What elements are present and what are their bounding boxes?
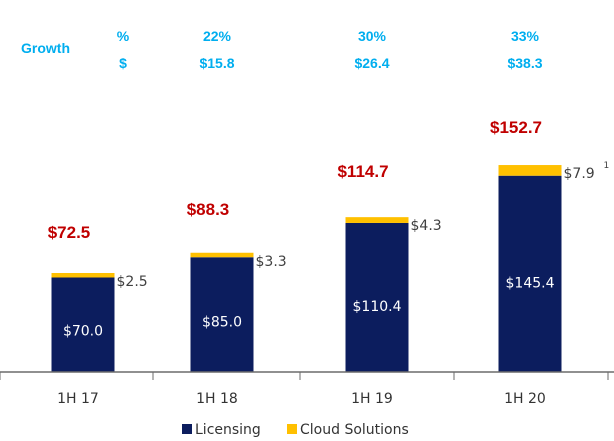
bar-licensing <box>498 175 562 372</box>
bar-licensing <box>51 277 115 372</box>
bar-licensing <box>345 222 409 372</box>
cloud-value-label: $3.3 <box>256 254 287 270</box>
licensing-value-label: $110.4 <box>353 299 402 315</box>
growth-dollar-value: $38.3 <box>507 55 542 71</box>
total-value-label: $88.3 <box>187 200 230 219</box>
labels-group: $70.0 $2.5 $72.5 $85.0 $3.3 $88.3 $110.4 $4.3 $1… <box>48 118 610 339</box>
x-axis-ticks: 1H 17 1H 18 1H 19 1H 20 <box>0 372 609 407</box>
x-tick-label: 1H 18 <box>196 391 238 407</box>
growth-header: Growth % $ 22% $15.8 30% $26.4 33% $38.3 <box>21 28 543 71</box>
growth-pct-value: 22% <box>203 28 232 44</box>
legend-swatch-cloud-solutions <box>287 424 297 434</box>
bar-cloud-solutions <box>345 217 409 223</box>
growth-pct-symbol: % <box>117 28 130 44</box>
bars-group <box>51 165 562 372</box>
growth-dollar-symbol: $ <box>119 55 127 71</box>
growth-pct-value: 30% <box>358 28 387 44</box>
bar-cloud-solutions <box>498 165 562 176</box>
licensing-value-label: $70.0 <box>63 323 103 339</box>
bar-cloud-solutions <box>51 273 115 278</box>
licensing-value-label: $145.4 <box>506 276 555 292</box>
x-tick-label: 1H 20 <box>504 391 546 407</box>
cloud-value-label: $4.3 <box>411 218 442 234</box>
total-value-label: $114.7 <box>337 162 388 181</box>
legend-label-cloud-solutions: Cloud Solutions <box>300 422 409 438</box>
legend-swatch-licensing <box>182 424 192 434</box>
x-tick-label: 1H 17 <box>57 391 99 407</box>
growth-title: Growth <box>21 40 70 56</box>
legend: Licensing Cloud Solutions <box>182 422 409 438</box>
bar-cloud-solutions <box>190 252 254 258</box>
cloud-value-label: $2.5 <box>117 274 148 290</box>
growth-dollar-value: $15.8 <box>199 55 234 71</box>
total-value-label: $72.5 <box>48 223 91 242</box>
legend-label-licensing: Licensing <box>195 422 261 438</box>
cloud-value-label: $7.9 <box>564 166 595 182</box>
growth-pct-value: 33% <box>511 28 540 44</box>
cloud-footnote-marker: 1 <box>604 161 610 171</box>
growth-dollar-value: $26.4 <box>354 55 389 71</box>
bar-licensing <box>190 257 254 372</box>
x-tick-label: 1H 19 <box>351 391 393 407</box>
licensing-value-label: $85.0 <box>202 314 242 330</box>
total-value-label: $152.7 <box>490 118 542 137</box>
